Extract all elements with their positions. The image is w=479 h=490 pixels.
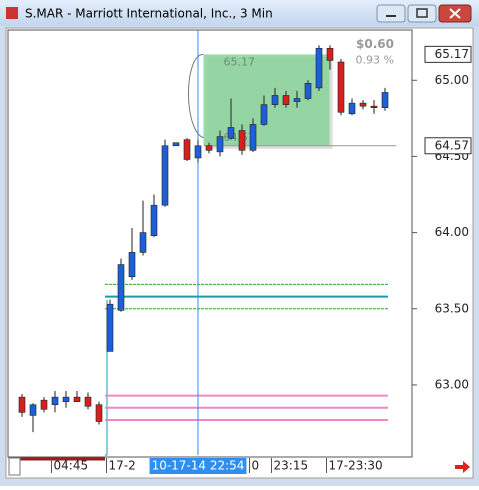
candle-body <box>84 396 92 407</box>
candle-body <box>95 404 103 422</box>
y-tick-label: 64.00 <box>435 225 469 239</box>
measure-percent: 0.93 % <box>356 53 394 66</box>
candle-body <box>293 98 301 102</box>
candle-body <box>348 102 356 115</box>
candle-body <box>227 127 235 139</box>
candle-body <box>117 264 125 311</box>
candle-body <box>315 47 323 89</box>
candle-body <box>150 204 158 236</box>
candle-body <box>260 104 268 125</box>
candle-body <box>128 252 136 278</box>
candle-body <box>106 303 114 352</box>
cursor-label-bg <box>149 458 247 474</box>
price-marker-box <box>424 137 472 155</box>
measure-top-label: 65.17 <box>224 55 256 68</box>
candle-body <box>216 136 224 153</box>
scroll-box[interactable] <box>8 457 21 476</box>
x-tick-label: 17-23:30 <box>329 459 383 473</box>
y-tick-label: 63.50 <box>435 301 469 315</box>
candle-body <box>249 124 257 151</box>
y-tick-label: 63.00 <box>435 377 469 391</box>
window-title: S.MAR - Marriott International, Inc., 3 … <box>25 7 273 21</box>
measure-box <box>203 54 330 146</box>
candle-body <box>271 95 279 105</box>
maximize-button[interactable] <box>407 4 437 23</box>
candle-body <box>172 142 180 147</box>
candle-body <box>161 145 169 206</box>
candle-body <box>238 130 246 151</box>
candle-body <box>183 139 191 160</box>
candle-body <box>381 92 389 108</box>
maximize-icon <box>416 8 428 18</box>
minimize-button[interactable] <box>376 4 406 23</box>
candle-body <box>62 396 70 402</box>
candle-body <box>304 83 312 99</box>
plot-layer: 65.0064.5064.0063.5063.0065.1764.57$0.60… <box>18 30 472 474</box>
price-marker-label: 64.57 <box>435 138 469 152</box>
candle-body <box>282 95 290 105</box>
x-tick-label: 17-2 <box>109 459 136 473</box>
candle-body <box>359 102 367 107</box>
app-icon <box>6 7 18 19</box>
measure-change: $0.60 <box>356 37 394 51</box>
candle-body <box>194 145 202 159</box>
x-tick-label: 04:45 <box>54 459 89 473</box>
x-tick-label: 0 <box>252 459 260 473</box>
candle-body <box>18 396 26 413</box>
candle-body <box>40 399 48 410</box>
candle-body <box>326 47 334 61</box>
cursor-label: 10-17-14 22:54 <box>152 459 245 473</box>
price-marker-box <box>424 45 472 63</box>
scroll-right-arrow[interactable] <box>455 461 470 473</box>
candle-body <box>337 61 345 113</box>
candle-body <box>205 145 213 151</box>
close-icon <box>449 8 461 19</box>
y-tick-label: 65.00 <box>435 73 469 87</box>
candle-body <box>51 396 59 406</box>
x-tick-label: 23:15 <box>274 459 309 473</box>
candle-body <box>139 232 147 253</box>
candle-body <box>73 396 81 402</box>
price-marker-label: 65.17 <box>435 47 469 61</box>
candle-body <box>29 404 37 416</box>
candle-body <box>370 105 378 108</box>
